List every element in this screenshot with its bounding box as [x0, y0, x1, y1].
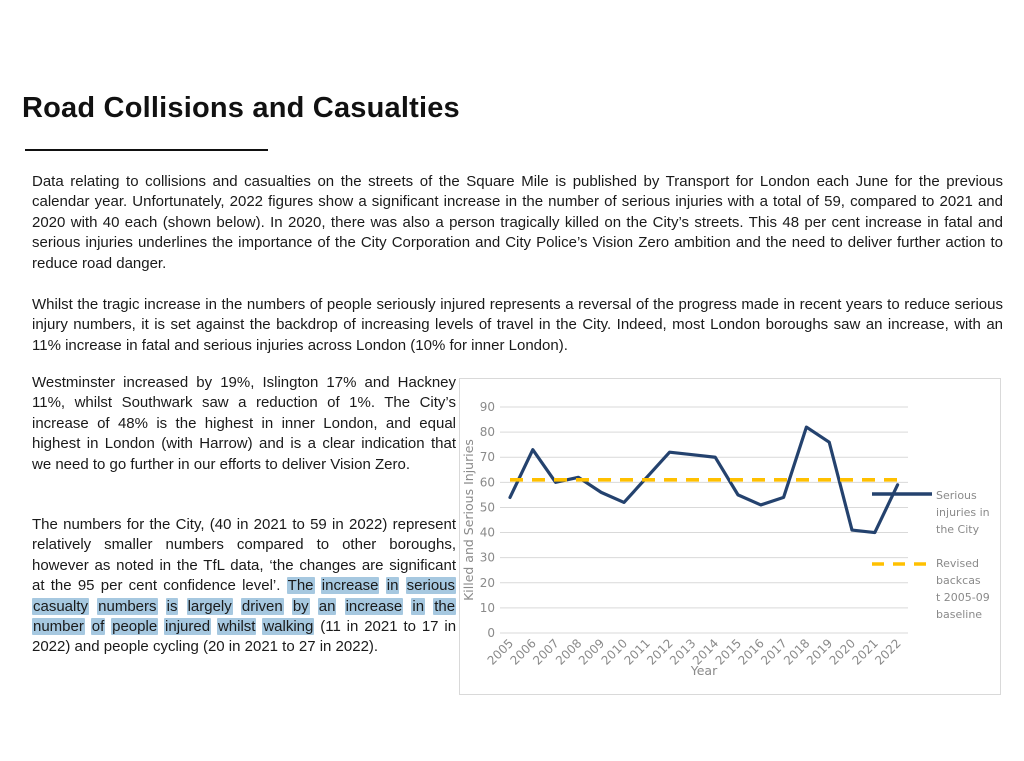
highlighted-text: injured	[164, 618, 212, 636]
paragraph-city-numbers: The numbers for the City, (40 in 2021 to…	[32, 516, 457, 656]
y-tick-label: 0	[487, 626, 495, 640]
y-tick-label: 60	[480, 475, 495, 489]
highlighted-text: casualty	[32, 597, 90, 615]
highlighted-text: increase	[320, 577, 380, 595]
paragraph-boroughs: Westminster increased by 19%, Islington …	[32, 374, 456, 473]
y-tick-label: 10	[480, 601, 495, 615]
highlighted-text: The	[286, 577, 315, 595]
highlighted-text: in	[411, 597, 426, 615]
y-tick-label: 70	[480, 450, 495, 464]
title-underline	[25, 149, 268, 151]
highlighted-text: whilst	[216, 618, 257, 636]
highlighted-text: driven	[240, 597, 284, 615]
y-tick-label: 80	[480, 425, 495, 439]
y-tick-label: 30	[480, 551, 495, 565]
highlighted-text: serious	[405, 577, 457, 595]
legend-label: Revised backcas t 2005-09 baseline	[936, 557, 990, 621]
y-tick-label: 40	[480, 526, 495, 540]
y-tick-label: 90	[480, 400, 495, 414]
y-axis-title: Killed and Serious Injuries	[461, 439, 476, 601]
highlighted-text: numbers	[97, 597, 158, 615]
highlighted-text: an	[317, 597, 337, 615]
highlighted-text: is	[165, 597, 179, 615]
paragraph-intro: Data relating to collisions and casualti…	[32, 173, 1003, 272]
highlighted-text: increase	[344, 597, 404, 615]
y-tick-label: 50	[480, 500, 495, 514]
highlighted-text: walking	[262, 618, 315, 636]
highlighted-text: by	[291, 597, 310, 615]
x-tick-label: 2022	[872, 636, 903, 667]
y-tick-label: 20	[480, 576, 495, 590]
highlighted-text: the	[433, 597, 457, 615]
line-chart: 0102030405060708090200520062007200820092…	[461, 400, 990, 678]
casualties-chart: 0 10 20 30 40 50 60 70 80 90 2005 2006 2007 2008 2009 2…	[459, 378, 1001, 695]
legend-label: Serious injuries in the City	[936, 489, 990, 536]
paragraph-context: Whilst the tragic increase in the number…	[32, 296, 1003, 354]
x-axis-title: Year	[690, 663, 718, 678]
highlighted-text: of	[90, 618, 106, 636]
highlighted-text: largely	[186, 597, 233, 615]
highlighted-text: number	[32, 618, 85, 636]
series-line	[508, 425, 900, 535]
highlighted-text: people	[111, 618, 159, 636]
page-title: Road Collisions and Casualties	[22, 92, 460, 124]
highlighted-text: in	[385, 577, 400, 595]
